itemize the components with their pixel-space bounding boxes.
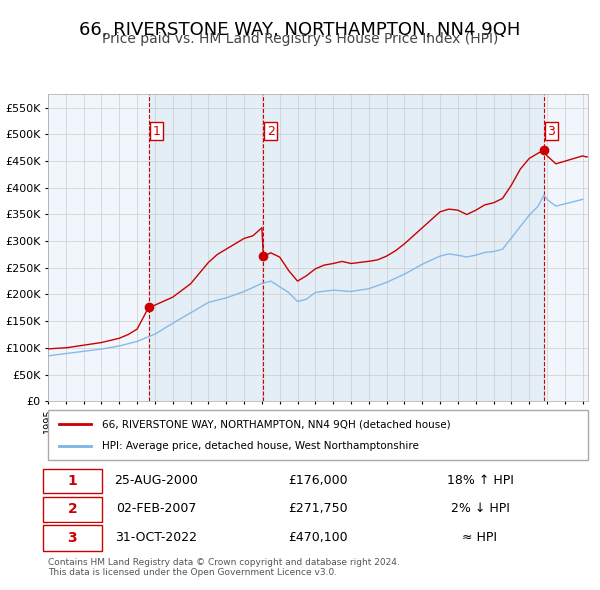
- FancyBboxPatch shape: [48, 410, 588, 460]
- Text: 2: 2: [67, 502, 77, 516]
- Text: 2: 2: [267, 124, 275, 137]
- Text: 25-AUG-2000: 25-AUG-2000: [114, 474, 198, 487]
- Text: 2% ↓ HPI: 2% ↓ HPI: [451, 502, 509, 516]
- FancyBboxPatch shape: [48, 467, 588, 494]
- Bar: [149, 94, 544, 401]
- Text: Contains HM Land Registry data © Crown copyright and database right 2024.: Contains HM Land Registry data © Crown c…: [48, 558, 400, 566]
- Text: £470,100: £470,100: [288, 531, 348, 544]
- FancyBboxPatch shape: [43, 497, 102, 522]
- Text: ≈ HPI: ≈ HPI: [463, 531, 497, 544]
- FancyBboxPatch shape: [43, 525, 102, 551]
- Text: 3: 3: [67, 530, 77, 545]
- FancyBboxPatch shape: [48, 495, 588, 523]
- Text: HPI: Average price, detached house, West Northamptonshire: HPI: Average price, detached house, West…: [102, 441, 419, 451]
- Text: 66, RIVERSTONE WAY, NORTHAMPTON, NN4 9QH (detached house): 66, RIVERSTONE WAY, NORTHAMPTON, NN4 9QH…: [102, 419, 451, 429]
- Text: 1: 1: [67, 474, 77, 488]
- Text: 31-OCT-2022: 31-OCT-2022: [115, 531, 197, 544]
- FancyBboxPatch shape: [48, 523, 588, 552]
- Text: 18% ↑ HPI: 18% ↑ HPI: [446, 474, 514, 487]
- Text: £176,000: £176,000: [288, 474, 348, 487]
- Text: £271,750: £271,750: [288, 502, 348, 516]
- FancyBboxPatch shape: [43, 468, 102, 493]
- Text: Price paid vs. HM Land Registry's House Price Index (HPI): Price paid vs. HM Land Registry's House …: [102, 32, 498, 47]
- Text: This data is licensed under the Open Government Licence v3.0.: This data is licensed under the Open Gov…: [48, 568, 337, 577]
- Text: 66, RIVERSTONE WAY, NORTHAMPTON, NN4 9QH: 66, RIVERSTONE WAY, NORTHAMPTON, NN4 9QH: [79, 21, 521, 39]
- Text: 1: 1: [152, 124, 160, 137]
- Text: 02-FEB-2007: 02-FEB-2007: [116, 502, 196, 516]
- Text: 3: 3: [548, 124, 556, 137]
